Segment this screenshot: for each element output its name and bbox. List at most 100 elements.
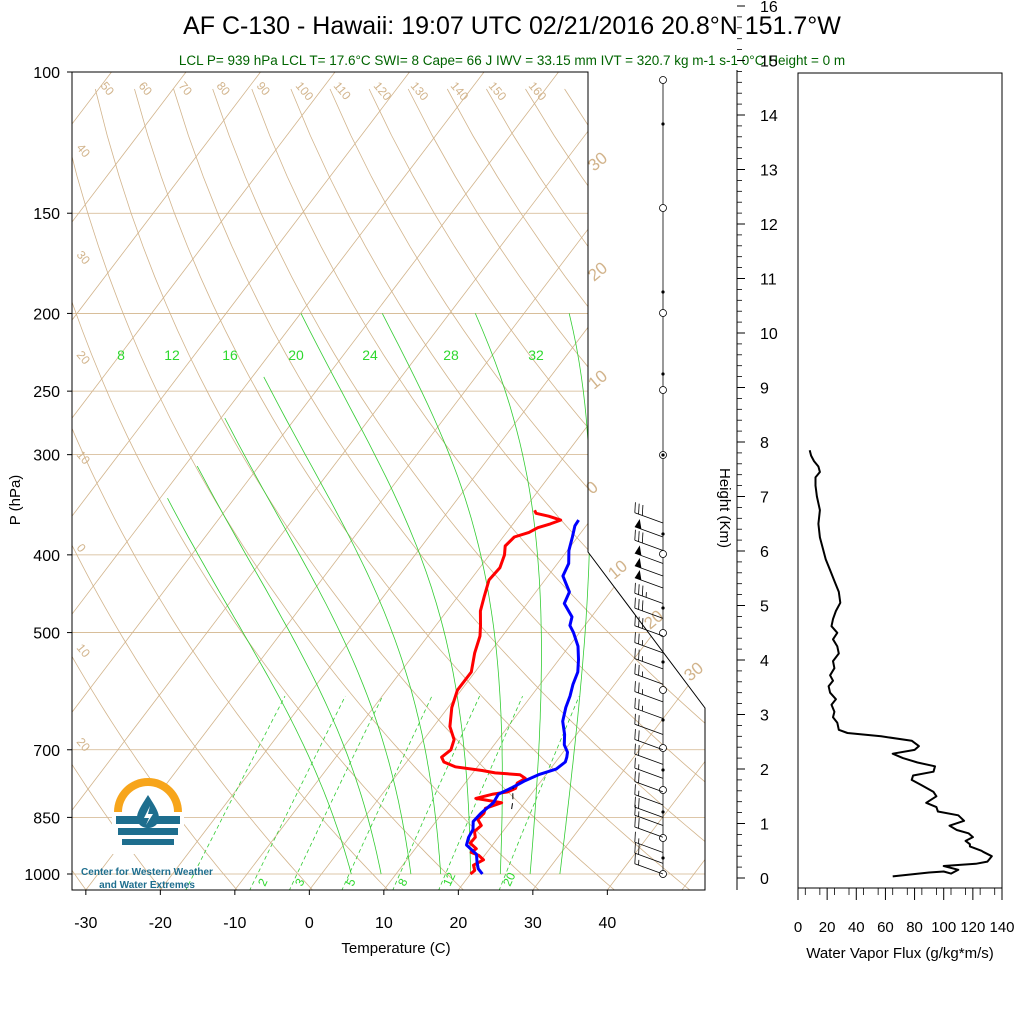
isotherm-label-top: 100 xyxy=(293,79,317,104)
wind-barb xyxy=(634,557,664,577)
wind-barb-flag xyxy=(638,699,640,710)
pressure-tick-label: 700 xyxy=(33,743,60,760)
wind-barb xyxy=(634,743,664,765)
height-tick-label: 4 xyxy=(760,653,769,670)
height-tick-label: 16 xyxy=(760,0,778,16)
wind-barb xyxy=(634,681,664,703)
wind-barb xyxy=(634,853,664,875)
wind-barb-shaft xyxy=(634,841,664,853)
wind-barb-flag xyxy=(641,618,644,629)
wind-barb xyxy=(634,804,664,826)
mixing-ratio-label: 3 xyxy=(292,876,308,888)
height-tick-label: 14 xyxy=(760,108,778,125)
wind-barb-shaft xyxy=(634,539,664,551)
wind-barb-flag xyxy=(634,663,636,675)
wind-barb-pennant xyxy=(634,518,642,530)
dry-adiabat-line xyxy=(173,88,705,890)
isotherm-line xyxy=(159,72,705,890)
x-axis-label: Temperature (C) xyxy=(341,940,450,957)
mixing-ratio-label: 20 xyxy=(500,870,518,888)
wind-barb-flag xyxy=(638,664,640,676)
isotherm-label-left: 10 xyxy=(74,448,94,467)
pressure-tick-label: 500 xyxy=(33,626,60,643)
temperature-tick-label: 20 xyxy=(449,915,467,932)
wind-barb xyxy=(634,615,664,637)
y-axis-label: P (hPa) xyxy=(7,475,24,526)
wind-barb xyxy=(634,697,664,719)
wind-barb-flag xyxy=(634,842,636,854)
mixing-ratio-line xyxy=(498,695,580,890)
wind-barb-shaft xyxy=(634,806,664,818)
dry-adiabat-line xyxy=(564,88,705,890)
dry-adiabat-line xyxy=(72,88,163,890)
dry-adiabat-line xyxy=(212,88,705,890)
wind-barb xyxy=(634,545,664,564)
mixing-ratio-line xyxy=(184,695,286,890)
wind-barb-flag xyxy=(638,745,640,756)
wind-barb-shaft xyxy=(634,565,664,577)
wind-barb-shaft xyxy=(634,607,664,619)
isotherm-line xyxy=(756,35,1024,891)
wind-barb-flag xyxy=(634,713,636,725)
wind-barb-flag xyxy=(638,633,640,644)
dry-adiabat-line xyxy=(368,88,705,890)
isotherm-label-top: 130 xyxy=(408,79,432,104)
isotherm-label-top: 160 xyxy=(526,79,550,104)
wind-barb xyxy=(634,529,664,551)
logo-water-icon xyxy=(116,816,180,845)
flux-tick-label: 60 xyxy=(877,919,894,936)
mixing-ratio-label: 5 xyxy=(343,876,359,888)
isotherm-label-top: 50 xyxy=(98,79,118,98)
wind-barb-flag xyxy=(638,584,640,595)
mixing-ratio-label: 2 xyxy=(255,876,271,888)
dewpoint-profile xyxy=(465,519,580,875)
isotherm-line xyxy=(72,72,289,890)
isotherm-label-left: 40 xyxy=(74,141,94,160)
dry-adiabat-line xyxy=(603,88,705,890)
wind-barb-shaft xyxy=(634,658,664,670)
wind-barb xyxy=(634,771,664,793)
isotherm-line xyxy=(382,72,705,890)
isotherm-line xyxy=(72,72,140,890)
wind-barb xyxy=(634,729,664,751)
moist-adiabat-line xyxy=(196,465,382,875)
wind-barb-flag xyxy=(634,831,636,843)
height-tick-label: 11 xyxy=(760,272,777,289)
flux-tick-label: 100 xyxy=(931,919,956,936)
wind-calm-marker xyxy=(659,386,667,394)
wind-barb-shaft xyxy=(634,592,664,604)
wind-level-dot xyxy=(661,290,665,294)
height-tick-label: 8 xyxy=(760,435,769,452)
water-vapor-flux-line xyxy=(808,449,993,878)
cw3e-logo: Center for Western Weather and Water Ext… xyxy=(81,778,213,891)
wind-barb-flag xyxy=(634,804,636,816)
wind-barb-shaft xyxy=(634,781,664,793)
dry-adiabat-line xyxy=(486,88,705,890)
pressure-tick-label: 200 xyxy=(33,306,60,323)
logo-bolt-icon xyxy=(144,806,153,825)
isotherm-line xyxy=(72,72,364,890)
isotherm-line xyxy=(72,72,513,890)
flux-axis-label: Water Vapor Flux (g/kg*m/s) xyxy=(806,945,994,962)
isotherm-line xyxy=(680,72,705,890)
temperature-profile xyxy=(440,509,563,876)
wind-level-dot xyxy=(661,453,665,457)
wind-barb-flag xyxy=(641,600,644,611)
mixing-ratio-line xyxy=(248,695,346,890)
logo-text-line1: Center for Western Weather xyxy=(81,867,213,878)
isotherm-label-top: 90 xyxy=(254,79,274,98)
mixing-ratio-line xyxy=(341,695,433,890)
wind-barb-pennant xyxy=(634,570,642,581)
wind-level-dot xyxy=(661,768,665,772)
pressure-tick-label: 100 xyxy=(33,65,60,82)
wind-barb-shaft xyxy=(634,673,664,685)
height-tick-label: 5 xyxy=(760,599,769,616)
height-tick-label: 2 xyxy=(760,762,769,779)
wind-barb-shaft xyxy=(634,794,664,806)
isotherm-label-right: 0 xyxy=(582,477,601,498)
isotherm-line xyxy=(84,72,705,890)
isotherm-label-left: 30 xyxy=(74,248,94,267)
wind-barb xyxy=(634,582,664,604)
wind-barb xyxy=(634,816,664,838)
wind-barb-shaft xyxy=(634,552,664,564)
